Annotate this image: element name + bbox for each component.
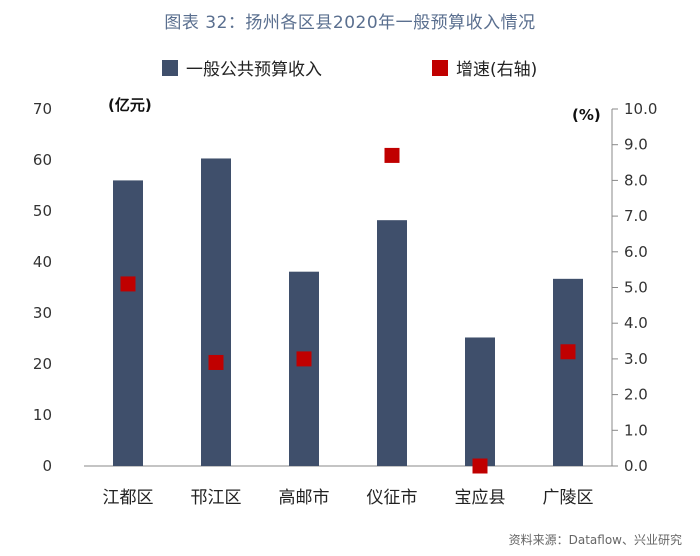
right-tick-label: 8.0 bbox=[624, 171, 648, 189]
left-tick-label: 40 bbox=[33, 253, 52, 271]
growth-marker-6 bbox=[560, 344, 576, 360]
bar-5 bbox=[465, 337, 495, 466]
legend: 一般公共预算收入 增速(右轴) bbox=[162, 60, 537, 80]
left-tick-label: 70 bbox=[33, 100, 52, 118]
growth-marker-5 bbox=[472, 458, 488, 474]
right-tick-label: 6.0 bbox=[624, 243, 648, 261]
growth-marker-3 bbox=[296, 351, 312, 367]
left-tick-label: 60 bbox=[33, 151, 52, 169]
growth-marker-2 bbox=[208, 354, 224, 370]
category-labels: 江都区 邗江区 高邮市 仪征市 宝应县 广陵区 bbox=[103, 488, 594, 508]
right-tick-label: 3.0 bbox=[624, 350, 648, 368]
right-tick-label: 2.0 bbox=[624, 386, 648, 404]
legend-bar-label: 一般公共预算收入 bbox=[186, 60, 322, 80]
bar-series bbox=[113, 158, 583, 466]
right-tick-label: 0.0 bbox=[624, 457, 648, 475]
category-label: 广陵区 bbox=[543, 488, 594, 508]
left-tick-label: 50 bbox=[33, 202, 52, 220]
right-tick-label: 9.0 bbox=[624, 136, 648, 154]
legend-bar-swatch bbox=[162, 60, 178, 76]
right-tick-label: 7.0 bbox=[624, 207, 648, 225]
right-tick-label: 10.0 bbox=[624, 100, 657, 118]
bar-1 bbox=[113, 180, 143, 466]
growth-series bbox=[120, 147, 576, 474]
left-tick-label: 0 bbox=[42, 457, 52, 475]
bar-2 bbox=[201, 158, 231, 466]
category-label: 江都区 bbox=[103, 488, 154, 508]
right-tick-label: 1.0 bbox=[624, 421, 648, 439]
right-tick-label: 5.0 bbox=[624, 279, 648, 297]
left-tick-label: 10 bbox=[33, 406, 52, 424]
category-label: 高邮市 bbox=[279, 488, 330, 508]
chart-title: 图表 32：扬州各区县2020年一般预算收入情况 bbox=[164, 13, 536, 33]
right-tick-label: 4.0 bbox=[624, 314, 648, 332]
left-tick-label: 20 bbox=[33, 355, 52, 373]
bar-3 bbox=[289, 271, 319, 466]
growth-marker-1 bbox=[120, 276, 136, 292]
growth-marker-4 bbox=[384, 147, 400, 163]
right-axis-unit: (%) bbox=[572, 106, 601, 124]
left-axis-unit: (亿元) bbox=[108, 96, 152, 114]
category-label: 宝应县 bbox=[455, 488, 506, 508]
source-note: 资料来源：Dataflow、兴业研究 bbox=[508, 533, 682, 547]
category-label: 仪征市 bbox=[367, 488, 418, 508]
left-tick-label: 30 bbox=[33, 304, 52, 322]
bar-4 bbox=[377, 220, 407, 466]
category-label: 邗江区 bbox=[191, 488, 242, 508]
left-axis-ticks: 0 10 20 30 40 50 60 70 bbox=[33, 100, 52, 475]
right-axis-ticks: 0.0 1.0 2.0 3.0 4.0 5.0 6.0 7.0 8.0 9.0 10.0 bbox=[612, 100, 657, 475]
bar-6 bbox=[553, 278, 583, 466]
legend-marker-swatch bbox=[432, 60, 448, 76]
legend-marker-label: 增速(右轴) bbox=[456, 60, 537, 80]
